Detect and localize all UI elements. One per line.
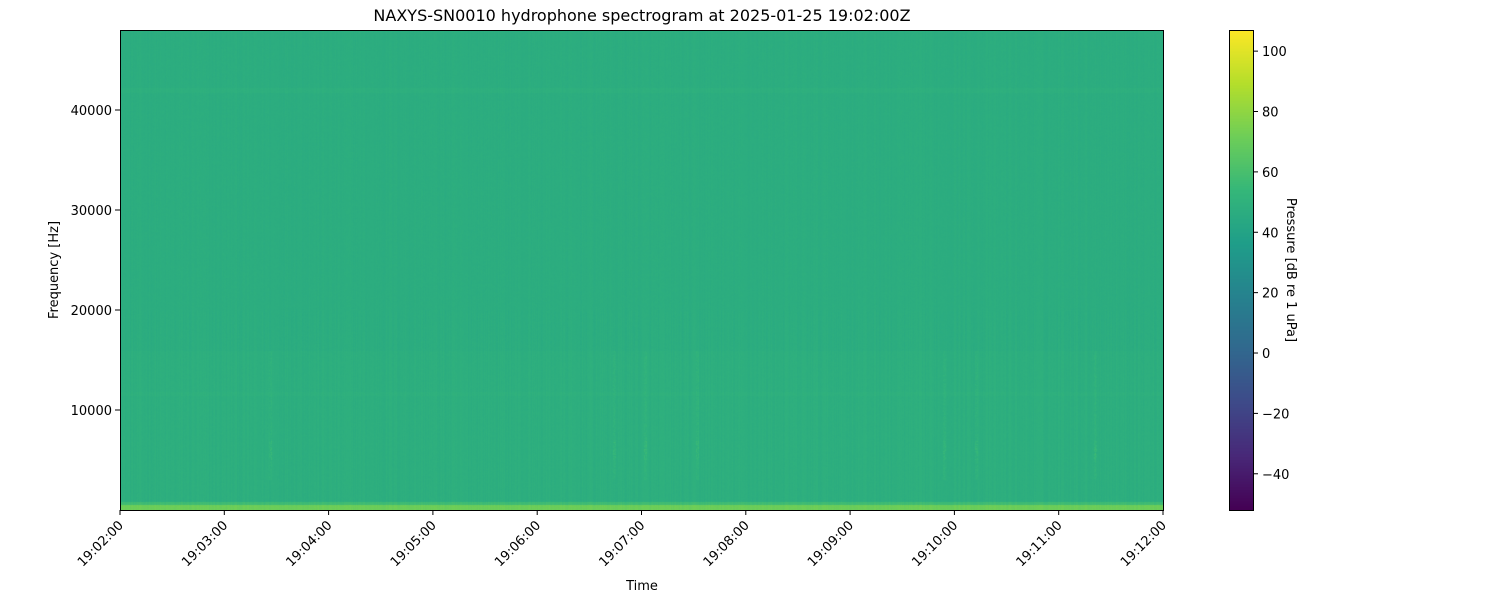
x-tick-label: 19:04:00 (284, 518, 336, 570)
chart-title: NAXYS-SN0010 hydrophone spectrogram at 2… (373, 6, 910, 25)
x-tick-label: 19:11:00 (1014, 518, 1066, 570)
colorbar-tick-label: 20 (1262, 287, 1279, 302)
x-tick-label: 19:02:00 (75, 518, 127, 570)
colorbar-ticks: −40 −20 0 20 40 60 80 100 (1253, 45, 1289, 483)
colorbar-tick-label: −20 (1262, 407, 1289, 422)
colorbar-frame (1229, 30, 1254, 511)
colorbar-tick-label: 60 (1262, 166, 1279, 181)
x-axis-ticks: 19:02:00 19:03:00 19:04:00 19:05:00 19:06:00… (75, 510, 1170, 570)
x-tick-label: 19:12:00 (1118, 518, 1170, 570)
x-tick-label: 19:03:00 (179, 518, 231, 570)
y-tick-label: 40000 (71, 104, 112, 119)
colorbar-tick-label: −40 (1262, 468, 1289, 483)
y-axis-ticks: 10000 20000 30000 40000 (71, 104, 120, 419)
x-tick-label: 19:06:00 (492, 518, 544, 570)
x-tick-label: 19:07:00 (596, 518, 648, 570)
colorbar-tick-label: 100 (1262, 45, 1287, 60)
colorbar-tick-label: 80 (1262, 106, 1279, 121)
x-tick-label: 19:09:00 (805, 518, 857, 570)
y-tick-label: 20000 (71, 304, 112, 319)
y-axis-label: Frequency [Hz] (47, 221, 62, 319)
x-axis-label: Time (625, 579, 658, 594)
x-tick-label: 19:10:00 (909, 518, 961, 570)
colorbar-tick-label: 0 (1262, 347, 1270, 362)
colorbar-label: Pressure [dB re 1 uPa] (1283, 198, 1298, 342)
plot-frame (120, 30, 1164, 511)
x-tick-label: 19:05:00 (388, 518, 440, 570)
colorbar-gradient (1229, 30, 1253, 510)
colorbar-tick-label: 40 (1262, 226, 1279, 241)
x-tick-label: 19:08:00 (701, 518, 753, 570)
y-tick-label: 30000 (71, 204, 112, 219)
y-tick-label: 10000 (71, 404, 112, 419)
spectrogram-image (120, 30, 1163, 510)
